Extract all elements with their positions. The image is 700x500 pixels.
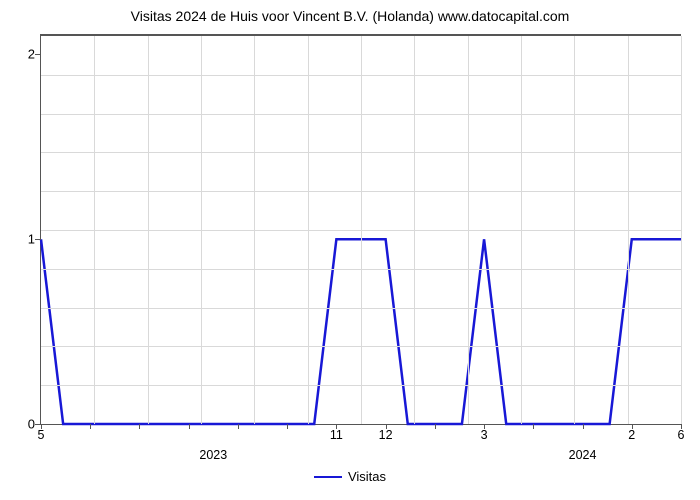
x-axis-year-label: 2024 xyxy=(569,448,597,462)
y-tick-mark xyxy=(35,239,41,240)
x-tick-mark xyxy=(533,424,534,429)
grid-line-v xyxy=(361,36,362,424)
legend-swatch xyxy=(314,476,342,478)
grid-line-v xyxy=(681,36,682,424)
grid-line-v xyxy=(628,36,629,424)
x-tick-label: 6 xyxy=(678,428,685,442)
y-tick-label: 0 xyxy=(28,417,35,432)
x-tick-mark xyxy=(435,424,436,429)
grid-line-v xyxy=(574,36,575,424)
legend-label: Visitas xyxy=(348,469,386,484)
plot-area: 0125111232620232024 xyxy=(40,34,681,425)
x-tick-label: 2 xyxy=(628,428,635,442)
grid-line-v xyxy=(468,36,469,424)
chart-title: Visitas 2024 de Huis voor Vincent B.V. (… xyxy=(0,8,700,24)
y-tick-label: 2 xyxy=(28,47,35,62)
x-tick-label: 12 xyxy=(379,428,393,442)
chart-container: Visitas 2024 de Huis voor Vincent B.V. (… xyxy=(0,0,700,500)
x-tick-label: 11 xyxy=(330,428,343,442)
x-axis-year-label: 2023 xyxy=(199,448,227,462)
grid-line-v xyxy=(148,36,149,424)
legend: Visitas xyxy=(0,468,700,484)
y-tick-mark xyxy=(35,54,41,55)
grid-line-v xyxy=(521,36,522,424)
x-tick-mark xyxy=(583,424,584,429)
grid-line-v xyxy=(94,36,95,424)
y-tick-label: 1 xyxy=(28,232,35,247)
grid-line-v xyxy=(254,36,255,424)
x-tick-label: 5 xyxy=(38,428,45,442)
x-tick-mark xyxy=(189,424,190,429)
grid-line-v xyxy=(201,36,202,424)
grid-line-v xyxy=(308,36,309,424)
x-tick-mark xyxy=(139,424,140,429)
x-tick-label: 3 xyxy=(481,428,488,442)
x-tick-mark xyxy=(287,424,288,429)
x-tick-mark xyxy=(90,424,91,429)
x-tick-mark xyxy=(238,424,239,429)
grid-line-v xyxy=(414,36,415,424)
